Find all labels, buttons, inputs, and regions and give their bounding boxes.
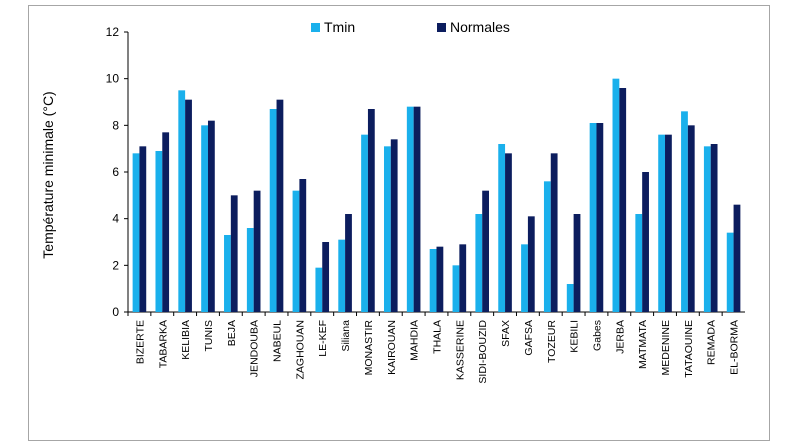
chart-frame [28, 5, 770, 441]
bar-tmin-zaghouan [292, 190, 300, 312]
x-tick-label: Siliana [340, 320, 352, 352]
x-tick-label: GAFSA [523, 320, 535, 356]
bar-tmin-kelibia [178, 90, 186, 312]
legend-label-normales: Normales [450, 19, 510, 35]
y-axis-label: Température minimale (°C) [40, 91, 56, 258]
bar-normales-tunis [207, 120, 215, 313]
y-tick-label: 8 [112, 118, 119, 132]
bar-normales-jerba [619, 88, 627, 312]
bar-normales-el-borma [733, 204, 741, 312]
bar-tmin-gabes [589, 123, 597, 312]
bar-tmin-kebili [566, 284, 574, 312]
x-tick-label: NABEUL [272, 320, 284, 362]
bar-tmin-remada [703, 146, 711, 312]
x-tick-label: BEJA [226, 320, 238, 346]
bar-normales-tataouine [687, 125, 695, 312]
bars [132, 78, 741, 313]
bar-normales-zaghouan [299, 179, 307, 312]
bar-tmin-nabeul [269, 109, 277, 312]
x-tick-label: SIDI-BOUZID [477, 320, 489, 384]
bar-normales-kasserine [459, 244, 467, 312]
x-tick-label: MATMATA [637, 320, 649, 369]
bar-normales-thala [436, 246, 444, 312]
x-tick-label: MONASTIR [363, 320, 375, 376]
y-tick-label: 12 [106, 25, 120, 39]
bar-tmin-le-kef [315, 267, 323, 312]
bar-normales-siliana [345, 214, 352, 312]
x-tick-label: LE-KEF [317, 320, 329, 357]
bar-normales-le-kef [322, 242, 330, 312]
bar-normales-gafsa [527, 216, 535, 312]
bar-normales-kelibia [185, 99, 192, 313]
bar-normales-monastir [367, 109, 375, 312]
bar-tmin-siliana [338, 239, 346, 312]
y-tick-label: 4 [112, 212, 119, 226]
bar-tmin-matmata [635, 214, 643, 312]
x-tick-label: TUNIS [203, 320, 215, 352]
x-tick-label: BIZERTE [134, 320, 146, 364]
bar-tmin-sfax [498, 144, 506, 312]
bar-normales-bizerte [139, 146, 147, 312]
y-tick-label: 0 [112, 305, 119, 319]
x-tick-label: THALA [432, 320, 444, 354]
bar-normales-matmata [642, 172, 649, 312]
bar-normales-remada [710, 144, 718, 312]
bar-normales-sfax [505, 153, 512, 312]
y-tick-label: 2 [112, 258, 119, 272]
bar-tmin-tozeur [543, 181, 551, 312]
bar-normales-tabarka [162, 132, 170, 312]
bar-normales-beja [230, 195, 238, 312]
bar-normales-kebili [573, 214, 581, 312]
bar-normales-nabeul [276, 99, 284, 313]
x-tick-label: MAHDIA [409, 320, 421, 361]
legend: Tmin Normales [311, 19, 510, 35]
bar-tmin-gafsa [521, 244, 528, 312]
bar-tmin-beja [224, 235, 231, 312]
y-tick-label: 6 [112, 165, 119, 179]
x-tick-label: MEDENINE [660, 320, 672, 375]
bar-normales-mahdia [413, 106, 421, 313]
x-tick-label: KASSERINE [454, 320, 466, 380]
bar-tmin-el-borma [726, 232, 734, 312]
x-tick-label: KAIROUAN [386, 320, 398, 375]
bar-tmin-medenine [658, 134, 666, 312]
x-tick-label: EL-BORMA [729, 320, 741, 375]
bar-tmin-kasserine [452, 265, 460, 312]
x-tick-labels: BIZERTE TABARKA KELIBIA TUNIS BEJA JENDOUBA NA… [134, 320, 740, 384]
bar-tmin-jerba [612, 78, 620, 313]
bar-normales-sidi-bouzid [482, 190, 490, 312]
bar-tmin-jendouba [246, 228, 254, 312]
x-tick-label: TABARKA [157, 320, 169, 368]
x-tick-label: TATAOUINE [683, 320, 695, 378]
bar-normales-medenine [665, 134, 672, 312]
bar-normales-tozeur [550, 153, 558, 312]
bar-tmin-monastir [361, 134, 368, 312]
x-tick-label: KEBILI [569, 320, 581, 353]
bar-tmin-thala [429, 249, 437, 312]
bar-tmin-tunis [201, 125, 208, 312]
bar-tmin-bizerte [132, 153, 140, 312]
legend-swatch-tmin [311, 23, 320, 32]
x-tick-label: JERBA [614, 320, 626, 354]
legend-label-tmin: Tmin [324, 19, 355, 35]
x-tick-label: REMADA [706, 320, 718, 365]
bar-tmin-mahdia [406, 106, 414, 313]
bar-normales-jendouba [253, 190, 261, 312]
bar-tmin-kairouan [383, 146, 391, 312]
bar-normales-gabes [596, 123, 604, 312]
bar-tmin-tataouine [681, 111, 688, 312]
bar-tmin-sidi-bouzid [475, 214, 483, 312]
x-tick-label: JENDOUBA [249, 320, 261, 377]
x-tick-label: TOZEUR [546, 320, 558, 363]
x-tick-label: Gabes [591, 320, 603, 351]
bar-tmin-tabarka [155, 151, 163, 312]
y-tick-label: 10 [106, 72, 120, 86]
y-tick-labels: 0 2 4 6 8 10 12 [106, 25, 128, 319]
x-tick-label: SFAX [500, 320, 512, 347]
bar-normales-kairouan [390, 139, 398, 312]
legend-swatch-normales [437, 23, 446, 32]
x-tick-label: KELIBIA [180, 320, 192, 360]
x-tick-label: ZAGHOUAN [294, 320, 306, 380]
